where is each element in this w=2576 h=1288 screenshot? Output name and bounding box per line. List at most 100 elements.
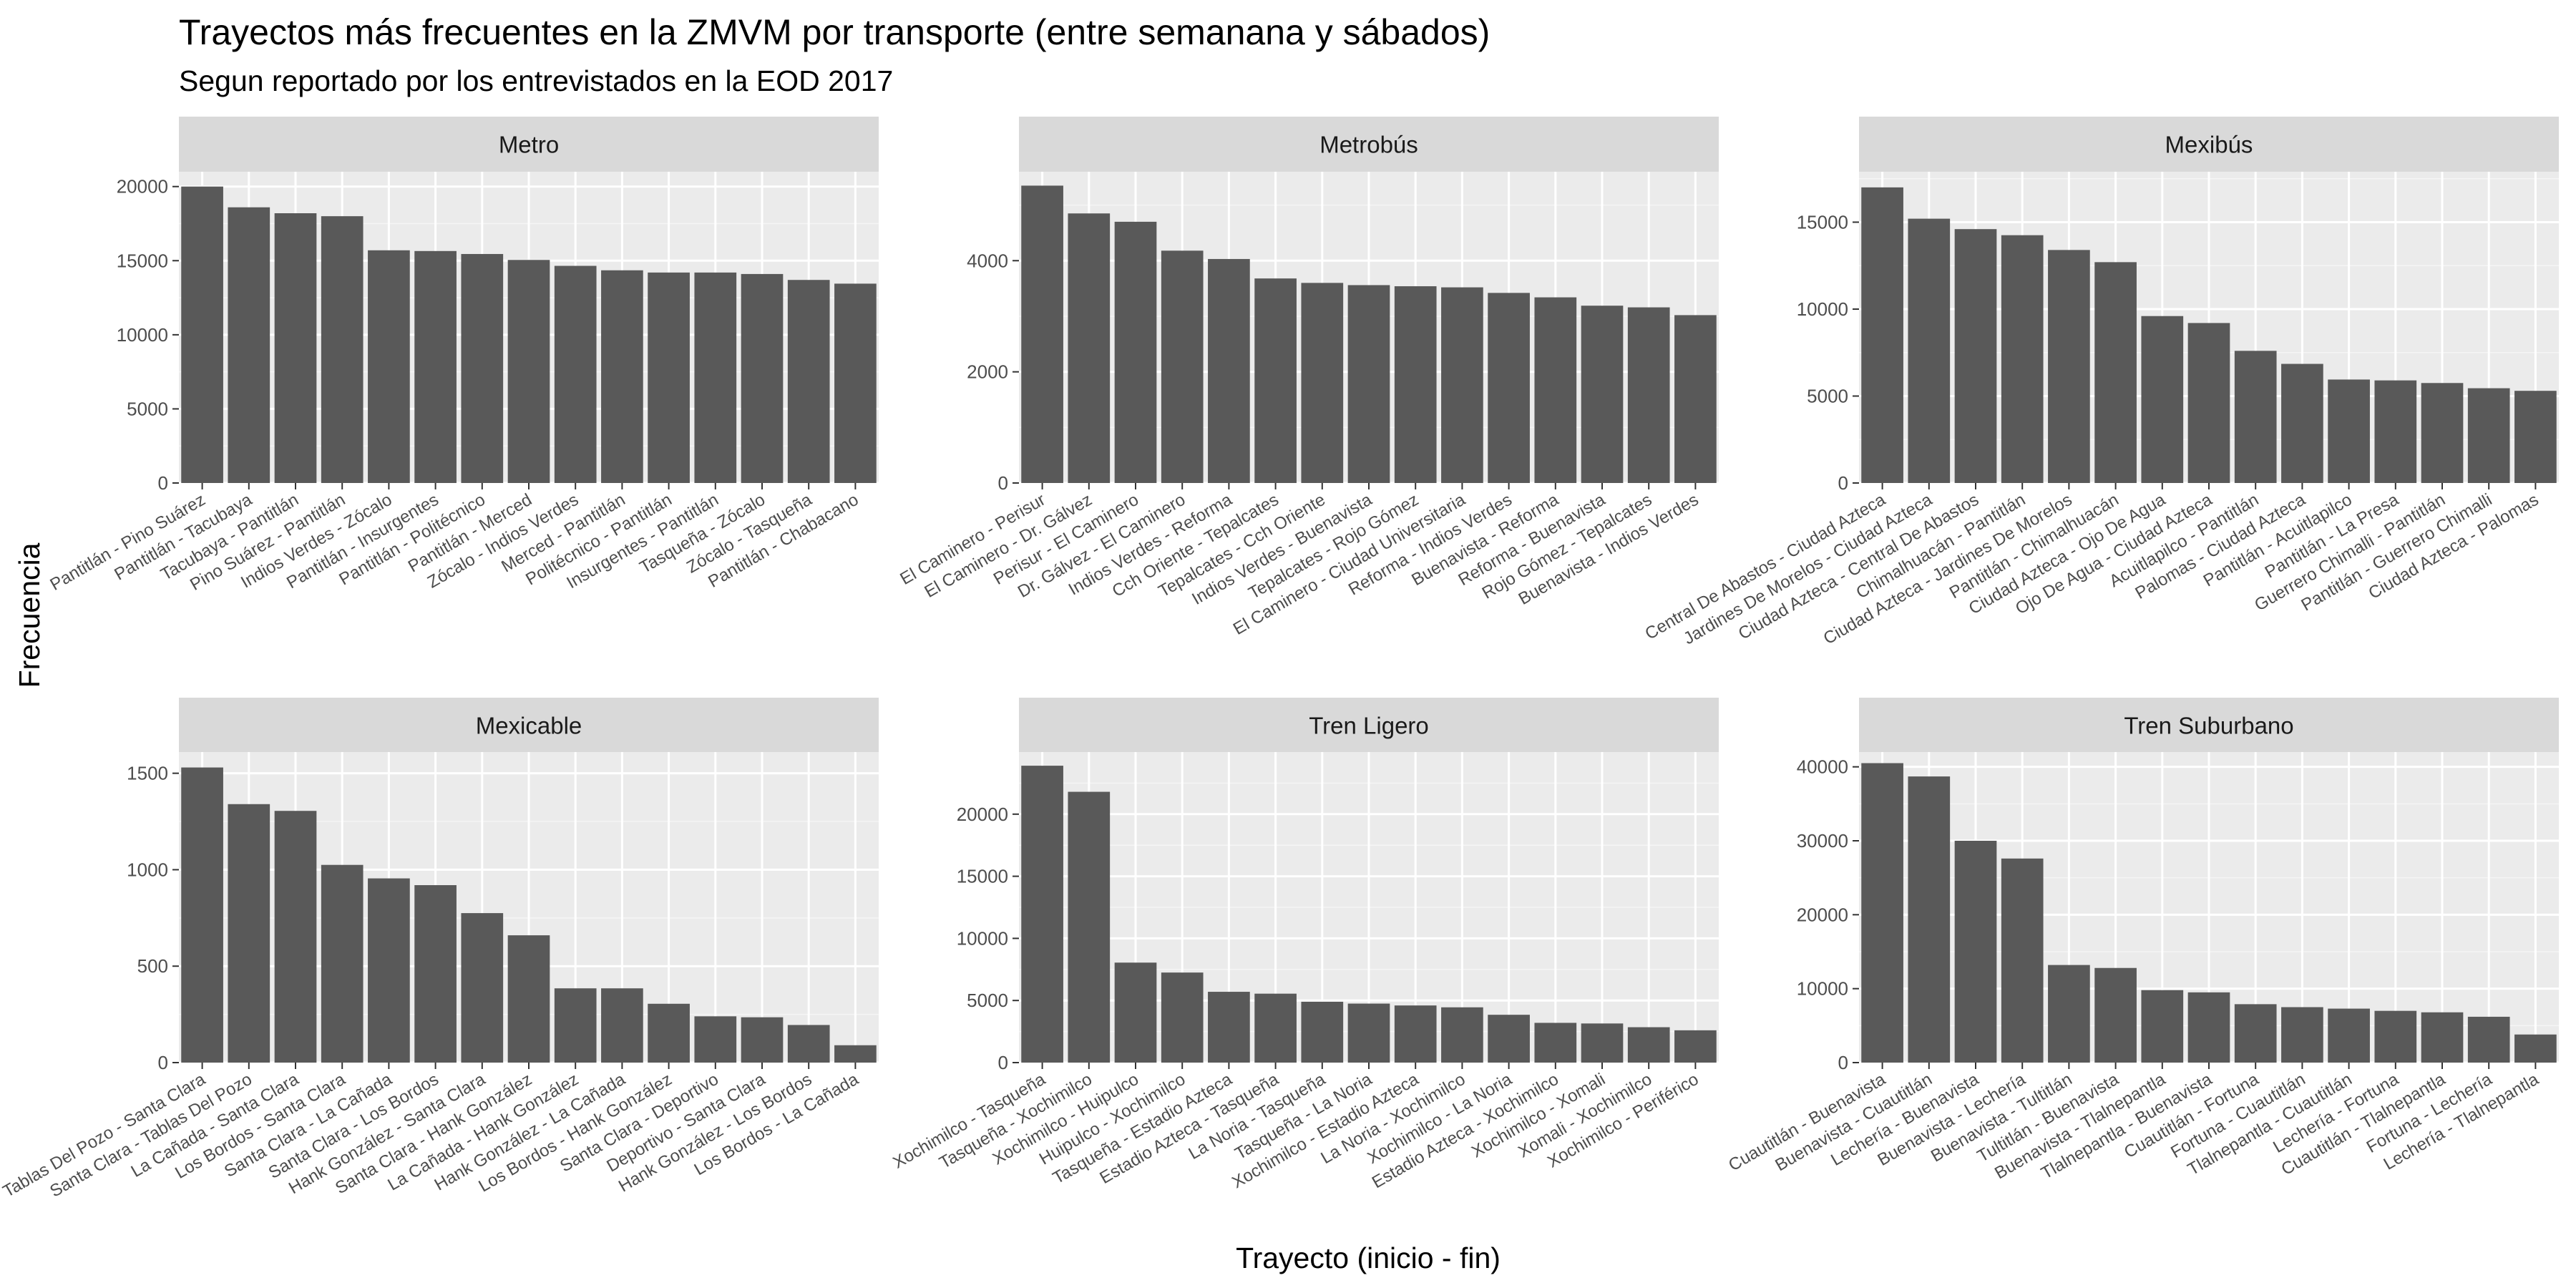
bar bbox=[1301, 283, 1344, 483]
bar bbox=[1347, 1003, 1390, 1063]
facet-strip bbox=[1019, 698, 1719, 753]
bar bbox=[834, 1045, 877, 1063]
facet-strip-label: Tren Suburbano bbox=[2124, 713, 2293, 739]
y-tick-label: 30000 bbox=[1797, 830, 1848, 852]
bar bbox=[1488, 293, 1530, 483]
bar bbox=[1534, 1023, 1577, 1063]
bar bbox=[1908, 776, 1951, 1063]
bar bbox=[2514, 391, 2557, 483]
bar bbox=[648, 272, 690, 483]
bar bbox=[2001, 235, 2044, 483]
y-axis-title: Frecuencia bbox=[13, 542, 46, 688]
bar bbox=[181, 767, 223, 1063]
chart-subtitle: Segun reportado por los entrevistados en… bbox=[179, 64, 893, 97]
bar bbox=[228, 207, 270, 483]
y-tick-label: 5000 bbox=[967, 990, 1008, 1011]
bar bbox=[507, 935, 550, 1063]
bar bbox=[1161, 972, 1204, 1063]
facet-strip-label: Tren Ligero bbox=[1309, 713, 1429, 739]
bar bbox=[2048, 250, 2090, 483]
bar bbox=[274, 213, 317, 483]
bar bbox=[2421, 383, 2464, 483]
bar bbox=[1301, 1001, 1344, 1063]
bar bbox=[2514, 1034, 2557, 1063]
bar bbox=[2001, 858, 2044, 1063]
bar bbox=[2094, 967, 2137, 1063]
facet-strip-label: Mexibús bbox=[2165, 132, 2253, 158]
y-tick-label: 15000 bbox=[957, 866, 1008, 887]
bar bbox=[2328, 1008, 2370, 1063]
bar bbox=[1861, 763, 1903, 1063]
facet-strip-label: Metrobús bbox=[1319, 132, 1418, 158]
y-tick-label: 4000 bbox=[967, 250, 1008, 271]
y-tick-label: 500 bbox=[137, 955, 168, 977]
bar bbox=[1674, 315, 1717, 483]
bar bbox=[1114, 221, 1157, 483]
bar bbox=[787, 280, 830, 483]
bar bbox=[1347, 285, 1390, 483]
bar bbox=[2234, 351, 2277, 483]
bar bbox=[1627, 1027, 1670, 1063]
y-tick-label: 20000 bbox=[117, 176, 168, 197]
bar bbox=[1908, 218, 1951, 483]
bar bbox=[1674, 1030, 1717, 1063]
bar bbox=[741, 273, 784, 483]
bar bbox=[1488, 1015, 1530, 1063]
x-axis-title: Trayecto (inicio - fin) bbox=[1236, 1241, 1501, 1274]
y-tick-label: 5000 bbox=[1807, 385, 1848, 406]
bar bbox=[2187, 992, 2230, 1063]
bar bbox=[2234, 1004, 2277, 1063]
bar bbox=[1021, 185, 1063, 483]
bar bbox=[461, 913, 504, 1063]
facet-strip bbox=[179, 698, 879, 753]
bar bbox=[648, 1003, 690, 1063]
bar bbox=[1534, 297, 1577, 483]
bar bbox=[1441, 287, 1483, 483]
bar bbox=[601, 270, 643, 483]
bar bbox=[1627, 307, 1670, 483]
bar bbox=[1254, 993, 1297, 1063]
bar bbox=[1208, 992, 1250, 1063]
bar bbox=[1954, 841, 1997, 1063]
bar bbox=[2374, 380, 2417, 483]
y-tick-label: 40000 bbox=[1797, 756, 1848, 778]
bar bbox=[321, 216, 364, 483]
bar bbox=[2094, 262, 2137, 483]
y-tick-label: 15000 bbox=[117, 250, 168, 271]
facet-strip bbox=[1859, 698, 2559, 753]
bar bbox=[414, 250, 457, 483]
bar bbox=[1441, 1007, 1483, 1063]
y-tick-label: 10000 bbox=[1797, 298, 1848, 320]
facet-strip-label: Mexicable bbox=[476, 713, 582, 739]
bar bbox=[2281, 364, 2323, 483]
bar bbox=[741, 1017, 784, 1063]
y-tick-label: 0 bbox=[998, 472, 1008, 494]
y-tick-label: 20000 bbox=[957, 804, 1008, 825]
y-tick-label: 10000 bbox=[1797, 978, 1848, 1000]
bar bbox=[1861, 187, 1903, 483]
bar bbox=[1394, 1005, 1437, 1063]
bar bbox=[2141, 316, 2184, 483]
bar bbox=[1208, 258, 1250, 483]
y-tick-label: 20000 bbox=[1797, 904, 1848, 925]
y-tick-label: 5000 bbox=[127, 398, 168, 419]
y-tick-label: 10000 bbox=[117, 324, 168, 346]
bar bbox=[694, 272, 737, 483]
bar bbox=[834, 283, 877, 483]
bar bbox=[554, 988, 597, 1063]
bar bbox=[1021, 766, 1063, 1063]
bar bbox=[368, 250, 410, 483]
bar bbox=[321, 864, 364, 1063]
bar bbox=[2467, 1016, 2510, 1063]
bar bbox=[1581, 306, 1624, 483]
bar bbox=[1954, 229, 1997, 483]
bar bbox=[2187, 323, 2230, 483]
bar bbox=[2048, 965, 2090, 1063]
chart-title: Trayectos más frecuentes en la ZMVM por … bbox=[179, 12, 1490, 52]
bar bbox=[2281, 1007, 2323, 1063]
bar bbox=[694, 1016, 737, 1063]
